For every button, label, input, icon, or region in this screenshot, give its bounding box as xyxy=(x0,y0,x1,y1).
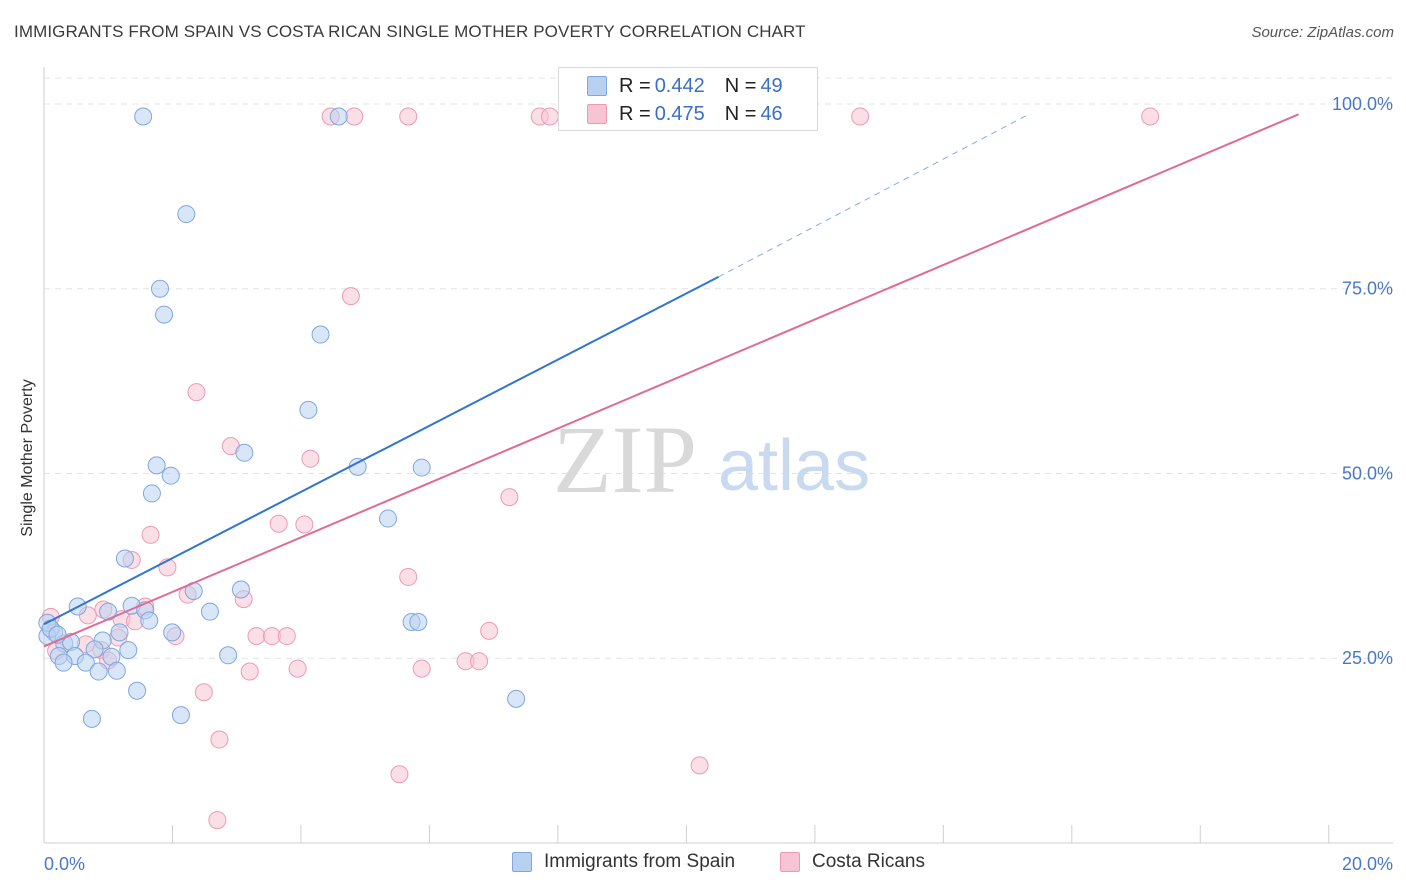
data-point-costa-ricans xyxy=(269,514,288,533)
data-point-immigrants-from-spain xyxy=(219,646,238,665)
x-tick-label-min: 0.0% xyxy=(44,854,85,874)
data-point-immigrants-from-spain xyxy=(155,305,174,324)
data-point-costa-ricans xyxy=(480,621,499,640)
source-label: Source: ZipAtlas.com xyxy=(1251,24,1394,41)
y-tick-label: 75.0% xyxy=(1342,279,1393,299)
data-point-immigrants-from-spain xyxy=(128,681,147,700)
data-point-costa-ricans xyxy=(301,449,320,468)
bottom-legend-swatch-spain xyxy=(512,852,532,872)
data-point-immigrants-from-spain xyxy=(177,205,196,224)
x-tick-label-max: 20.0% xyxy=(1342,854,1393,874)
data-point-immigrants-from-spain xyxy=(235,443,254,462)
data-point-immigrants-from-spain xyxy=(110,623,129,642)
data-point-costa-ricans xyxy=(210,730,229,749)
data-point-costa-ricans xyxy=(194,683,213,702)
data-point-immigrants-from-spain xyxy=(119,641,138,660)
data-point-costa-ricans xyxy=(341,287,360,306)
data-point-immigrants-from-spain xyxy=(409,613,428,632)
data-point-costa-ricans xyxy=(288,659,307,678)
data-point-costa-ricans xyxy=(208,811,227,830)
data-point-immigrants-from-spain xyxy=(231,580,250,599)
data-point-immigrants-from-spain xyxy=(140,611,159,630)
data-point-costa-ricans xyxy=(540,107,559,126)
data-point-immigrants-from-spain xyxy=(171,706,190,725)
legend: R = 0.442 N = 49 R = 0.475 N = 46 xyxy=(558,67,818,131)
data-point-immigrants-from-spain xyxy=(299,400,318,419)
data-point-costa-ricans xyxy=(345,107,364,126)
data-point-costa-ricans xyxy=(412,659,431,678)
data-point-costa-ricans xyxy=(399,107,418,126)
data-point-immigrants-from-spain xyxy=(107,661,126,680)
legend-n-label: N = xyxy=(724,74,757,97)
data-point-immigrants-from-spain xyxy=(147,456,166,475)
legend-r-label: R = xyxy=(619,74,651,97)
chart-title: IMMIGRANTS FROM SPAIN VS COSTA RICAN SIN… xyxy=(14,22,806,41)
tick-labels: 25.0% 50.0% 75.0% 100.0% 0.0% 20.0% xyxy=(44,94,1393,874)
data-point-immigrants-from-spain xyxy=(85,640,104,659)
bottom-legend-label-spain: Immigrants from Spain xyxy=(544,851,736,872)
data-point-immigrants-from-spain xyxy=(378,509,397,528)
bottom-legend-swatch-costa xyxy=(780,852,800,872)
data-point-costa-ricans xyxy=(277,627,296,646)
trend-line-costa xyxy=(43,113,1299,648)
data-point-immigrants-from-spain xyxy=(115,549,134,568)
data-point-costa-ricans xyxy=(690,756,709,775)
legend-r-value: 0.475 xyxy=(654,102,705,125)
data-point-costa-ricans xyxy=(240,662,259,681)
legend-r-label: R = xyxy=(619,102,651,125)
data-point-immigrants-from-spain xyxy=(76,653,95,672)
data-point-immigrants-from-spain xyxy=(161,466,180,485)
data-point-immigrants-from-spain xyxy=(412,458,431,477)
data-point-immigrants-from-spain xyxy=(54,653,73,672)
data-point-costa-ricans xyxy=(851,107,870,126)
watermark-atlas: atlas xyxy=(718,426,870,506)
data-point-costa-ricans xyxy=(1141,107,1160,126)
watermark-zip: ZIP xyxy=(553,406,697,513)
data-point-immigrants-from-spain xyxy=(142,484,161,503)
data-point-immigrants-from-spain xyxy=(134,107,153,126)
bottom-legend-costa: Costa Ricans xyxy=(780,851,925,873)
legend-row-spain: R = 0.442 N = 49 xyxy=(559,73,783,99)
legend-swatch-costa xyxy=(587,104,607,124)
legend-n-value: 49 xyxy=(760,74,783,97)
trend-line-spain xyxy=(43,276,719,626)
data-point-costa-ricans xyxy=(295,515,314,534)
trend-lines xyxy=(43,113,1299,648)
data-point-costa-ricans xyxy=(141,525,160,544)
data-point-costa-ricans xyxy=(247,627,266,646)
data-point-immigrants-from-spain xyxy=(89,662,108,681)
legend-row-costa: R = 0.475 N = 46 xyxy=(559,101,783,127)
bottom-legend-spain: Immigrants from Spain xyxy=(512,851,735,873)
bottom-legend-label-costa: Costa Ricans xyxy=(812,851,925,872)
data-point-immigrants-from-spain xyxy=(329,107,348,126)
legend-n-value: 46 xyxy=(760,102,783,125)
data-point-costa-ricans xyxy=(399,567,418,586)
data-point-immigrants-from-spain xyxy=(311,325,330,344)
data-point-immigrants-from-spain xyxy=(507,689,526,708)
data-point-immigrants-from-spain xyxy=(82,709,101,728)
data-point-costa-ricans xyxy=(500,488,519,507)
y-tick-label: 100.0% xyxy=(1332,94,1393,114)
watermark: ZIP atlas xyxy=(553,406,870,513)
legend-swatch-spain xyxy=(587,76,607,96)
legend-r-value: 0.442 xyxy=(654,74,705,97)
data-point-immigrants-from-spain xyxy=(200,602,219,621)
axes xyxy=(43,67,1393,844)
y-tick-label: 50.0% xyxy=(1342,463,1393,483)
data-point-immigrants-from-spain xyxy=(151,279,170,298)
trend-line-spain-extension xyxy=(718,113,1030,278)
y-tick-label: 25.0% xyxy=(1342,648,1393,668)
data-point-costa-ricans xyxy=(470,652,489,671)
data-point-costa-ricans xyxy=(187,383,206,402)
legend-n-label: N = xyxy=(724,102,757,125)
gridlines xyxy=(44,77,1393,659)
data-point-costa-ricans xyxy=(390,765,409,784)
data-point-immigrants-from-spain xyxy=(163,623,182,642)
